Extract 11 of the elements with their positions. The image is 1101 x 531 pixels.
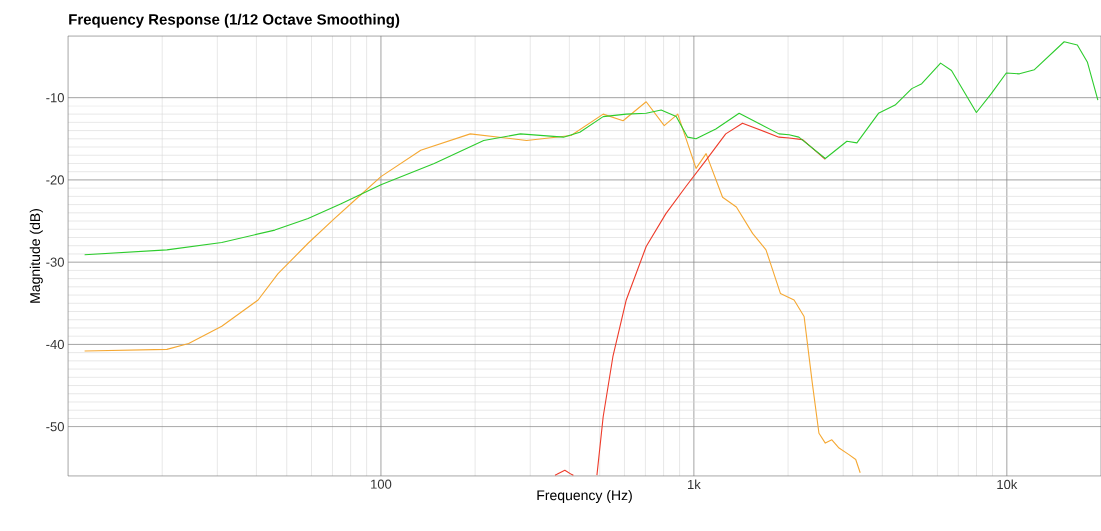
y-tick-label: -40 bbox=[46, 339, 64, 350]
y-tick-label: -20 bbox=[46, 175, 64, 185]
x-tick-label: 10k bbox=[997, 479, 1018, 490]
y-tick-label: -10 bbox=[46, 93, 64, 103]
y-tick-label: -30 bbox=[46, 257, 64, 267]
x-tick-label: 100 bbox=[371, 479, 392, 489]
y-axis-title: Magnitude (dB) bbox=[29, 209, 43, 303]
y-tick-label: -50 bbox=[46, 422, 64, 432]
x-axis-title: Frequency (Hz) bbox=[537, 489, 632, 503]
chart-title: Frequency Response (1/12 Octave Smoothing) bbox=[69, 13, 400, 28]
x-tick-label: 1k bbox=[688, 479, 701, 489]
